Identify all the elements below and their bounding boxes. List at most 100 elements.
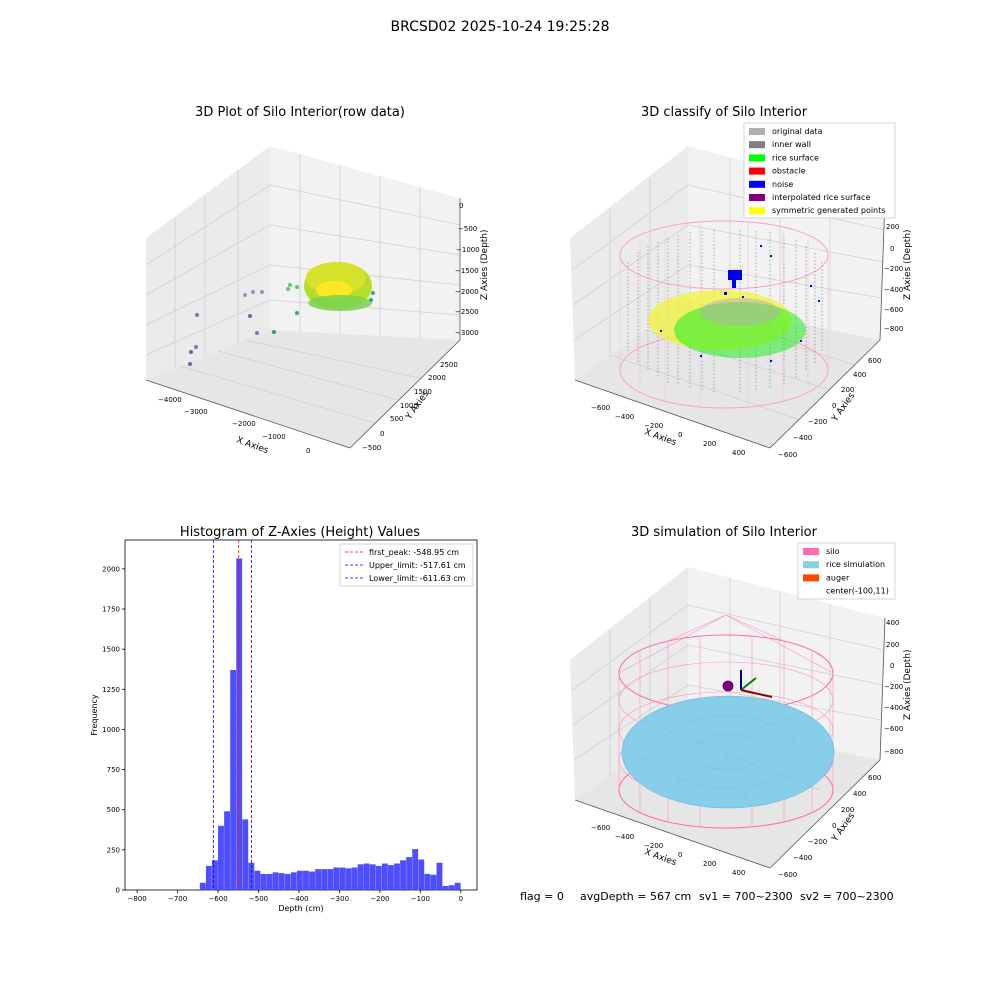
- hist-bar: [211, 860, 218, 890]
- z-axis-label: Z Axies (Depth): [903, 229, 913, 300]
- x-tick: −400: [615, 833, 634, 841]
- raw-point: [189, 350, 193, 354]
- hist-x-ticks: −800 −700 −600 −500 −400 −300 −200 −100 0: [128, 890, 463, 903]
- y-tick-label: 0: [116, 887, 120, 895]
- x-tick-label: −500: [249, 895, 268, 903]
- legend-label: Lower_limit: -611.63 cm: [369, 574, 466, 583]
- x-tick: −600: [591, 404, 610, 412]
- legend-swatch: [803, 574, 819, 582]
- z-tick: −800: [884, 325, 903, 333]
- auger-arrow: [740, 689, 773, 698]
- x-axis-label: X Axies: [643, 427, 678, 448]
- y-tick: −400: [793, 434, 812, 442]
- legend-swatch: [749, 167, 765, 175]
- z-tick: 200: [886, 641, 899, 649]
- raw-point: [371, 291, 375, 295]
- z-tick: 0: [890, 245, 894, 253]
- hist-bar: [242, 819, 249, 890]
- hist-bar: [266, 873, 273, 890]
- raw-point: [286, 287, 290, 291]
- hist-bar: [290, 872, 297, 890]
- hist-bar: [327, 869, 334, 890]
- z-tick: −2000: [455, 288, 479, 296]
- raw-point: [295, 311, 299, 315]
- hist-bar: [315, 869, 322, 890]
- x-tick: −400: [615, 413, 634, 421]
- x-tick: −1000: [262, 433, 286, 441]
- axis-lines: [145, 198, 461, 449]
- panel-sim-title: 3D simulation of Silo Interior: [631, 525, 818, 540]
- y-tick: 400: [853, 371, 866, 379]
- y-tick: 1000: [400, 402, 418, 410]
- pane-back: [270, 146, 460, 340]
- x-tick-label: −300: [330, 895, 349, 903]
- hist-bar: [375, 865, 382, 890]
- legend-box: [743, 122, 896, 219]
- hist-bar: [224, 811, 230, 890]
- raw-point: [272, 330, 276, 334]
- simulation-geometry: [618, 614, 835, 829]
- pane-left: [570, 146, 688, 380]
- x-tick: 0: [306, 447, 310, 455]
- panel-raw-title: 3D Plot of Silo Interior(row data): [195, 105, 405, 120]
- hist-bar: [387, 865, 394, 890]
- hist-bar: [363, 863, 370, 890]
- rice-simulation-surface: [621, 695, 835, 809]
- z-tick: 400: [886, 619, 899, 627]
- hist-bar: [260, 873, 267, 890]
- y-tick-label: 500: [107, 806, 120, 814]
- hist-bar: [412, 849, 419, 890]
- legend-swatch: [749, 154, 765, 162]
- legend-label: obstacle: [772, 167, 806, 176]
- y-tick: 200: [841, 386, 854, 394]
- legend-entries: silo rice simulation auger center(-100,11): [803, 547, 889, 596]
- x-tick-label: 0: [459, 895, 463, 903]
- hist-bar: [309, 871, 315, 890]
- raw-point: [188, 362, 192, 366]
- pane-left: [146, 146, 270, 380]
- legend-swatch: [749, 180, 765, 188]
- hist-bar: [205, 865, 212, 890]
- x-tick: 0: [678, 431, 682, 439]
- y-tick: 2000: [428, 374, 446, 382]
- hist-bar: [303, 870, 309, 890]
- z-tick: −1000: [456, 246, 480, 254]
- noise-points: [660, 245, 820, 362]
- x-tick: 400: [732, 869, 745, 877]
- x-tick: 400: [732, 449, 745, 457]
- x-tick: −3000: [184, 408, 208, 416]
- raw-cluster-inner: [316, 281, 352, 299]
- rice-mesh: [639, 699, 821, 806]
- x-tick-label: −600: [208, 895, 227, 903]
- legend-label: original data: [772, 127, 823, 136]
- panel-histogram: Histogram of Z-Axies (Height) Values −80…: [90, 525, 478, 913]
- raw-point: [260, 290, 264, 294]
- grid-lines: [145, 154, 461, 424]
- figure-title: BRCSD02 2025-10-24 19:25:28: [390, 19, 609, 35]
- legend-entries: first_peak: -548.95 cm Upper_limit: -517.…: [345, 548, 466, 583]
- y-tick: 0: [380, 430, 384, 438]
- y-tick-label: 1500: [102, 646, 120, 654]
- y-tick: −400: [793, 854, 812, 862]
- hist-bar: [442, 885, 449, 890]
- hist-bar: [424, 873, 431, 890]
- hist-bar: [436, 862, 443, 890]
- x-tick: 0: [678, 851, 682, 859]
- z-tick: 200: [886, 223, 899, 231]
- simulation-legend: silo rice simulation auger center(-100,11): [797, 542, 896, 600]
- x-tick-label: −200: [370, 895, 389, 903]
- legend-label: center(-100,11): [826, 587, 889, 596]
- y-tick-label: 750: [107, 766, 120, 774]
- legend-swatch: [749, 128, 765, 135]
- hist-title: Histogram of Z-Axies (Height) Values: [180, 525, 420, 540]
- sv2-text: sv2 = 700~2300: [800, 890, 894, 903]
- y-tick: 1500: [414, 388, 432, 396]
- y-tick: 200: [841, 806, 854, 814]
- z-tick: −500: [458, 225, 477, 233]
- y-tick: 400: [853, 790, 866, 798]
- z-tick: −400: [884, 286, 903, 294]
- x-axis-label: X Axies: [643, 847, 678, 868]
- hist-bar: [430, 874, 437, 890]
- hist-bar: [351, 867, 358, 890]
